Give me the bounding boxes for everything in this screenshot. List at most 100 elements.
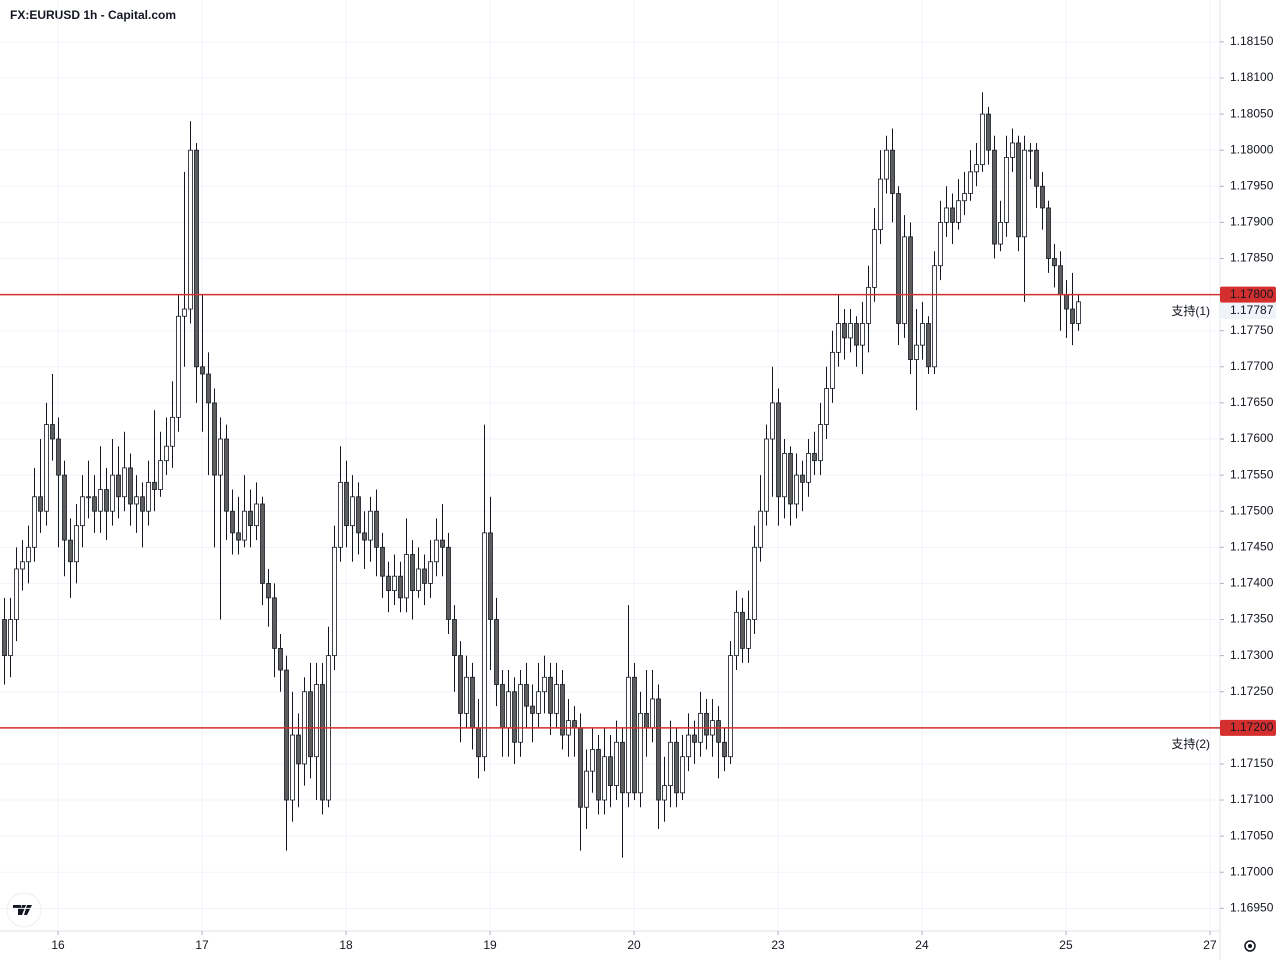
candle-body	[728, 655, 733, 758]
candle-body	[50, 424, 55, 440]
candle-body	[956, 200, 961, 223]
candle-body	[620, 741, 625, 794]
y-tick-label: 1.17000	[1230, 864, 1274, 878]
y-tick-label: 1.17950	[1230, 178, 1274, 192]
candle-body	[824, 388, 829, 425]
candle-body	[500, 684, 505, 729]
y-tick-label: 1.17650	[1230, 395, 1274, 409]
candle-body	[656, 698, 661, 801]
candle-body	[560, 684, 565, 736]
candle-body	[986, 113, 991, 151]
candle-body	[740, 611, 745, 649]
candle-body	[134, 496, 139, 505]
candle-body	[638, 712, 643, 794]
candle-body	[284, 669, 289, 801]
candle-body	[920, 323, 925, 346]
y-tick-label: 1.17050	[1230, 828, 1274, 842]
level-price-label: 1.17200	[1230, 720, 1274, 734]
candle-body	[758, 510, 763, 548]
candle-body	[512, 691, 517, 743]
y-tick-label: 1.17900	[1230, 215, 1274, 229]
candle-body	[1046, 207, 1051, 259]
candle-body	[314, 684, 319, 758]
level-annotation: 支持(2)	[1171, 736, 1210, 751]
candle-body	[704, 712, 709, 736]
candle-body	[944, 207, 949, 223]
candle-body	[524, 684, 529, 707]
candle-body	[584, 770, 589, 808]
candle-body	[464, 676, 469, 714]
candle-body	[884, 149, 889, 180]
candle-body	[296, 734, 301, 765]
candle-body	[104, 489, 109, 512]
candle-body	[896, 193, 901, 324]
candle-body	[746, 619, 751, 649]
candle-body	[1064, 294, 1069, 310]
candle-body	[458, 655, 463, 714]
candle-body	[254, 503, 259, 527]
candle-body	[266, 583, 271, 599]
candle-body	[140, 496, 145, 512]
candle-body	[860, 323, 865, 346]
candle-body	[938, 221, 943, 267]
y-tick-label: 1.17350	[1230, 612, 1274, 626]
candle-body	[338, 481, 343, 548]
candle-body	[260, 503, 265, 584]
candle-body	[1016, 142, 1021, 238]
candle-body	[794, 474, 799, 505]
candle-body	[806, 453, 811, 483]
candle-body	[902, 236, 907, 324]
candle-body	[878, 178, 883, 231]
candle-body	[362, 532, 367, 541]
y-tick-label: 1.17500	[1230, 503, 1274, 517]
candle-body	[182, 308, 187, 317]
candle-body	[782, 453, 787, 498]
candle-body	[380, 546, 385, 577]
y-tick-label: 1.17400	[1230, 576, 1274, 590]
candle-body	[416, 568, 421, 592]
candle-body	[812, 453, 817, 462]
candle-body	[998, 221, 1003, 245]
candle-body	[374, 510, 379, 548]
candle-body	[92, 496, 97, 512]
candle-body	[248, 510, 253, 527]
y-tick-label: 1.17150	[1230, 756, 1274, 770]
candle-body	[386, 575, 391, 592]
candle-body	[842, 323, 847, 339]
candle-body	[200, 366, 205, 375]
settings-icon[interactable]	[1244, 940, 1256, 952]
candle-body	[86, 496, 91, 499]
candle-body	[602, 756, 607, 801]
candle-body	[542, 676, 547, 693]
candle-body	[590, 749, 595, 772]
candle-body	[188, 149, 193, 310]
candle-body	[44, 424, 49, 512]
y-tick-label: 1.17700	[1230, 359, 1274, 373]
candle-body	[212, 402, 217, 476]
candle-body	[686, 734, 691, 758]
candle-body	[392, 575, 397, 592]
candle-body	[1070, 308, 1075, 324]
x-tick-label: 18	[339, 938, 353, 952]
candle-body	[74, 525, 79, 563]
candle-body	[650, 698, 655, 729]
candle-body	[626, 676, 631, 794]
candle-body	[242, 510, 247, 541]
level-price-tag	[1220, 286, 1276, 303]
axes: 1.18150 1.18100 1.18050 1.18000 1.17950 1.179…	[51, 34, 1276, 952]
candle-body	[404, 554, 409, 599]
candle-body	[80, 496, 85, 527]
y-tick-label: 1.17750	[1230, 323, 1274, 337]
candle-body	[476, 727, 481, 758]
y-tick-label: 1.18150	[1230, 34, 1274, 48]
candle-body	[236, 532, 241, 541]
candle-body	[14, 568, 19, 620]
candle-body	[38, 496, 43, 512]
x-tick-label: 17	[195, 938, 209, 952]
candle-body	[506, 691, 511, 729]
candle-body	[68, 539, 73, 563]
candle-body	[344, 481, 349, 527]
candle-body	[320, 684, 325, 801]
candle-body	[98, 489, 103, 512]
